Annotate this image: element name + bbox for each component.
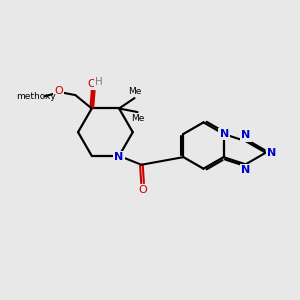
Text: N: N [220, 129, 229, 139]
Text: N: N [115, 152, 124, 162]
Text: O: O [88, 79, 96, 88]
Text: N: N [267, 148, 277, 158]
Text: Me: Me [131, 114, 145, 123]
Text: methoxy: methoxy [16, 92, 56, 101]
Text: N: N [241, 130, 250, 140]
Text: O: O [54, 86, 63, 96]
Text: Me: Me [128, 87, 142, 96]
Text: H: H [95, 77, 103, 87]
Text: O: O [138, 185, 147, 195]
Text: N: N [241, 165, 250, 175]
